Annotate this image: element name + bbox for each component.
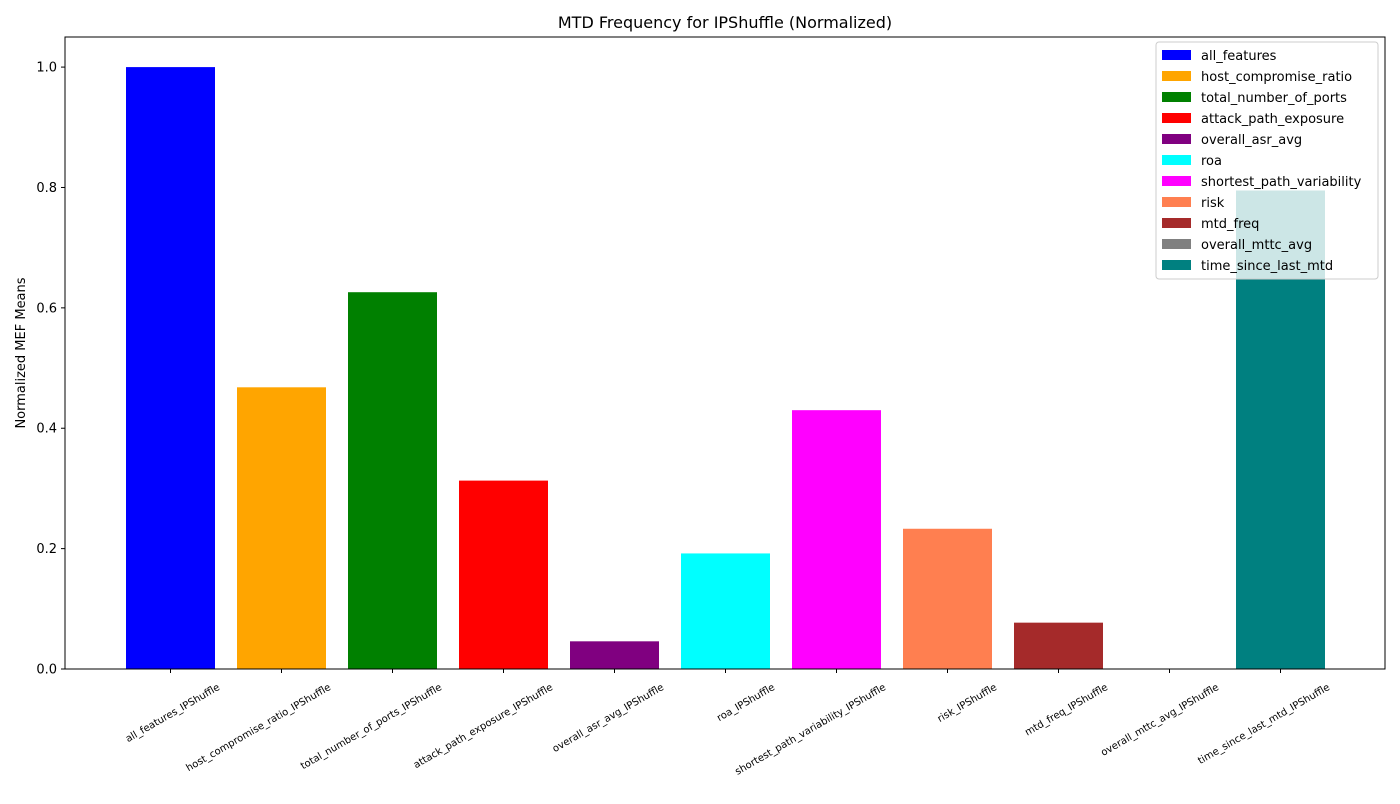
y-tick-label: 0.2: [36, 542, 57, 557]
y-axis-label: Normalized MEF Means: [14, 277, 29, 428]
legend-swatch: [1162, 260, 1191, 270]
legend-swatch: [1162, 176, 1191, 186]
x-tick-label: mtd_freq_IPShuffle: [1023, 682, 1110, 738]
x-tick-label: time_since_last_mtd_IPShuffle: [1196, 682, 1332, 767]
legend-label: host_compromise_ratio: [1201, 70, 1352, 85]
bar-all-features: [126, 67, 215, 670]
legend-label: shortest_path_variability: [1201, 175, 1362, 190]
legend-swatch: [1162, 92, 1191, 102]
legend-swatch: [1162, 71, 1191, 81]
bar-overall-asr-avg: [570, 641, 659, 669]
y-tick-label: 0.4: [36, 422, 57, 437]
y-tick-label: 0.6: [36, 301, 57, 316]
x-tick-label: overall_asr_avg_IPShuffle: [551, 682, 666, 755]
bars-layer: [126, 67, 1325, 670]
legend-box: [1155, 41, 1379, 280]
legend-swatch: [1162, 155, 1191, 165]
legend-label: total_number_of_ports: [1201, 91, 1347, 106]
bar-host-compromise-ratio: [237, 387, 326, 669]
bar-total-number-of-ports: [348, 292, 437, 669]
x-tick-label: overall_mttc_avg_IPShuffle: [1099, 682, 1221, 759]
legend-label: risk: [1201, 196, 1225, 211]
x-tick-label: all_features_IPShuffle: [124, 682, 222, 745]
y-ticks-layer: 0.0 0.2 0.4 0.6 0.8 1.0: [36, 61, 65, 678]
legend-label: all_features: [1201, 49, 1277, 64]
y-tick-label: 0.0: [36, 663, 57, 678]
bar-shortest-path-variability: [792, 410, 881, 669]
legend-label: time_since_last_mtd: [1201, 259, 1333, 274]
legend-label: roa: [1201, 154, 1222, 169]
legend: all_features host_compromise_ratio total_n…: [1155, 41, 1379, 280]
bar-mtd-freq: [1014, 622, 1103, 669]
legend-swatch: [1162, 134, 1191, 144]
legend-swatch: [1162, 50, 1191, 60]
legend-label: attack_path_exposure: [1201, 112, 1344, 127]
legend-label: overall_mttc_avg: [1201, 238, 1312, 253]
y-tick-label: 0.8: [36, 181, 57, 196]
x-tick-label: risk_IPShuffle: [936, 682, 999, 725]
legend-swatch: [1162, 218, 1191, 228]
legend-label: overall_asr_avg: [1201, 133, 1302, 148]
y-tick-label: 1.0: [36, 61, 57, 76]
chart-title: MTD Frequency for IPShuffle (Normalized): [558, 13, 892, 32]
bar-risk: [903, 528, 992, 669]
legend-swatch: [1162, 239, 1191, 249]
legend-swatch: [1162, 113, 1191, 123]
x-tick-label: roa_IPShuffle: [715, 682, 777, 724]
x-ticks-layer: all_features_IPShufflehost_compromise_ra…: [124, 669, 1332, 778]
bar-roa: [681, 553, 770, 669]
bar-attack-path-exposure: [459, 480, 548, 669]
legend-label: mtd_freq: [1201, 217, 1259, 232]
legend-swatch: [1162, 197, 1191, 207]
